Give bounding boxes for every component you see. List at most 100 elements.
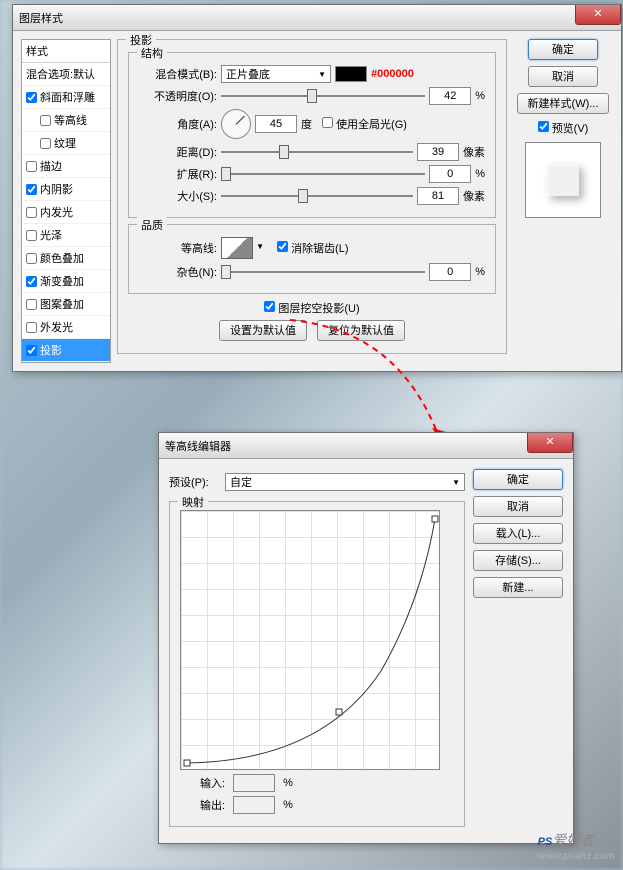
contour-picker[interactable]: ▼ xyxy=(221,237,253,259)
layer-style-dialog: 图层样式 ✕ 样式 混合选项:默认 斜面和浮雕等高线纹理描边内阴影内发光光泽颜色… xyxy=(12,4,622,372)
noise-label: 杂色(N): xyxy=(139,264,217,280)
style-item[interactable]: 投影 xyxy=(22,339,110,362)
mapping-legend: 映射 xyxy=(178,494,208,510)
knockout-checkbox[interactable]: 图层挖空投影(U) xyxy=(264,300,359,316)
style-checkbox[interactable] xyxy=(26,184,37,195)
contour-ok-button[interactable]: 确定 xyxy=(473,469,563,490)
quality-legend: 品质 xyxy=(137,217,167,233)
close-icon[interactable]: ✕ xyxy=(575,5,621,25)
new-button[interactable]: 新建... xyxy=(473,577,563,598)
preview-checkbox[interactable]: 预览(V) xyxy=(538,120,589,136)
quality-group: 品质 等高线: ▼ 消除锯齿(L) 杂色(N): 0 % xyxy=(128,224,496,294)
blend-mode-label: 混合模式(B): xyxy=(139,66,217,82)
ok-button[interactable]: 确定 xyxy=(528,39,598,60)
contour-titlebar[interactable]: 等高线编辑器 ✕ xyxy=(159,433,573,459)
style-item[interactable]: 斜面和浮雕 xyxy=(22,86,110,109)
spread-unit: % xyxy=(475,168,485,180)
style-label: 颜色叠加 xyxy=(40,250,84,266)
shadow-color-swatch[interactable] xyxy=(335,66,367,82)
curve-editor[interactable] xyxy=(180,510,440,770)
noise-unit: % xyxy=(475,266,485,278)
contour-cancel-button[interactable]: 取消 xyxy=(473,496,563,517)
cancel-button[interactable]: 取消 xyxy=(528,66,598,87)
style-item[interactable]: 渐变叠加 xyxy=(22,270,110,293)
style-label: 渐变叠加 xyxy=(40,273,84,289)
contour-editor-dialog: 等高线编辑器 ✕ 预设(P): 自定 ▼ 映射 xyxy=(158,432,574,844)
noise-slider[interactable] xyxy=(221,264,425,280)
load-button[interactable]: 载入(L)... xyxy=(473,523,563,544)
opacity-slider[interactable] xyxy=(221,88,425,104)
size-input[interactable]: 81 xyxy=(417,187,459,205)
style-label: 投影 xyxy=(40,342,62,358)
angle-unit: 度 xyxy=(301,116,312,132)
preview-box xyxy=(525,142,601,218)
distance-slider[interactable] xyxy=(221,144,413,160)
output-value[interactable] xyxy=(233,796,275,814)
angle-dial[interactable] xyxy=(221,109,251,139)
style-checkbox[interactable] xyxy=(26,276,37,287)
style-checkbox[interactable] xyxy=(40,138,51,149)
hex-annotation: #000000 xyxy=(371,68,414,80)
distance-input[interactable]: 39 xyxy=(417,143,459,161)
style-item[interactable]: 外发光 xyxy=(22,316,110,339)
spread-input[interactable]: 0 xyxy=(429,165,471,183)
style-checkbox[interactable] xyxy=(26,207,37,218)
styles-header[interactable]: 样式 xyxy=(22,40,110,63)
style-item[interactable]: 图案叠加 xyxy=(22,293,110,316)
style-item[interactable]: 等高线 xyxy=(22,109,110,132)
style-item[interactable]: 颜色叠加 xyxy=(22,247,110,270)
dialog-title: 图层样式 xyxy=(19,10,63,26)
style-label: 内阴影 xyxy=(40,181,73,197)
noise-input[interactable]: 0 xyxy=(429,263,471,281)
blend-mode-dropdown[interactable]: 正片叠底 ▼ xyxy=(221,65,331,83)
size-slider[interactable] xyxy=(221,188,413,204)
style-item[interactable]: 描边 xyxy=(22,155,110,178)
style-checkbox[interactable] xyxy=(26,92,37,103)
percent-unit: % xyxy=(283,799,293,811)
style-checkbox[interactable] xyxy=(26,345,37,356)
style-label: 斜面和浮雕 xyxy=(40,89,95,105)
antialias-checkbox[interactable]: 消除锯齿(L) xyxy=(277,240,349,256)
preset-dropdown[interactable]: 自定 ▼ xyxy=(225,473,465,491)
blend-options-item[interactable]: 混合选项:默认 xyxy=(22,63,110,86)
style-checkbox[interactable] xyxy=(26,161,37,172)
close-icon[interactable]: ✕ xyxy=(527,433,573,453)
style-list: 样式 混合选项:默认 斜面和浮雕等高线纹理描边内阴影内发光光泽颜色叠加渐变叠加图… xyxy=(21,39,111,363)
style-item[interactable]: 内阴影 xyxy=(22,178,110,201)
structure-legend: 结构 xyxy=(137,45,167,61)
style-checkbox[interactable] xyxy=(26,253,37,264)
spread-label: 扩展(R): xyxy=(139,166,217,182)
size-unit: 像素 xyxy=(463,188,485,204)
input-label: 输入: xyxy=(200,775,225,791)
style-label: 内发光 xyxy=(40,204,73,220)
spread-slider[interactable] xyxy=(221,166,425,182)
preview-thumbnail xyxy=(547,164,579,196)
opacity-input[interactable]: 42 xyxy=(429,87,471,105)
style-checkbox[interactable] xyxy=(26,230,37,241)
drop-shadow-group: 投影 结构 混合模式(B): 正片叠底 ▼ #000000 不透明度(O): xyxy=(117,39,507,354)
angle-input[interactable]: 45 xyxy=(255,115,297,133)
style-item[interactable]: 纹理 xyxy=(22,132,110,155)
style-checkbox[interactable] xyxy=(40,115,51,126)
global-light-checkbox[interactable]: 使用全局光(G) xyxy=(322,116,407,132)
style-checkbox[interactable] xyxy=(26,299,37,310)
save-button[interactable]: 存储(S)... xyxy=(473,550,563,571)
titlebar[interactable]: 图层样式 ✕ xyxy=(13,5,621,31)
chevron-down-icon: ▼ xyxy=(452,478,460,487)
angle-label: 角度(A): xyxy=(139,116,217,132)
style-label: 等高线 xyxy=(54,112,87,128)
input-value[interactable] xyxy=(233,774,275,792)
reset-default-button[interactable]: 复位为默认值 xyxy=(317,320,405,341)
set-default-button[interactable]: 设置为默认值 xyxy=(219,320,307,341)
right-panel: 确定 取消 新建样式(W)... 预览(V) xyxy=(513,39,613,363)
distance-label: 距离(D): xyxy=(139,144,217,160)
style-item[interactable]: 光泽 xyxy=(22,224,110,247)
style-item[interactable]: 内发光 xyxy=(22,201,110,224)
style-label: 描边 xyxy=(40,158,62,174)
distance-unit: 像素 xyxy=(463,144,485,160)
preset-label: 预设(P): xyxy=(169,474,221,490)
style-label: 纹理 xyxy=(54,135,76,151)
contour-label: 等高线: xyxy=(139,240,217,256)
new-style-button[interactable]: 新建样式(W)... xyxy=(517,93,610,114)
style-checkbox[interactable] xyxy=(26,322,37,333)
